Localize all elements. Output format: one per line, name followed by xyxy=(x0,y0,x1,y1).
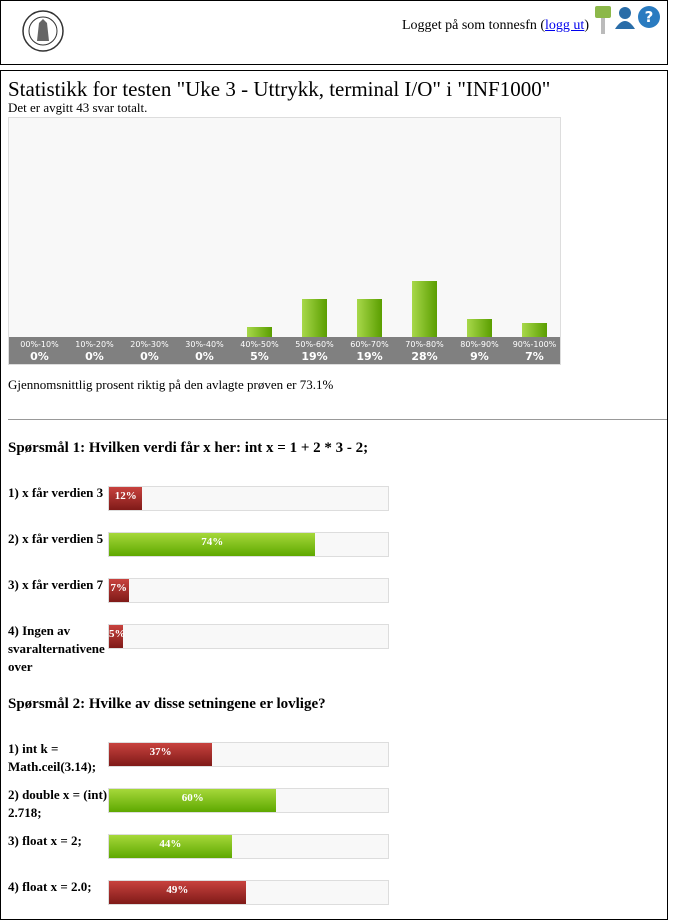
histogram: 00%-10% 0% 10%-20% 0% 20%-30% 0% 30%-40% 0% 40%-… xyxy=(8,117,561,365)
result-track: 44% xyxy=(108,834,389,859)
option-label: 3) x får verdien 7 xyxy=(8,577,104,592)
option-row: 3) float x = 2; 44% xyxy=(8,832,660,878)
result-track: 74% xyxy=(108,532,389,557)
bin-label: 90%-100% xyxy=(512,340,557,349)
logo xyxy=(22,10,64,52)
result-bar: 44% xyxy=(109,835,232,858)
content: Statistikk for testen "Uke 3 - Uttrykk, … xyxy=(0,70,668,920)
bin-column: 70%-80% 28% xyxy=(397,337,452,364)
bin-label: 60%-70% xyxy=(350,340,389,349)
divider xyxy=(8,419,667,420)
svg-text:?: ? xyxy=(645,8,654,26)
bin-percent: 0% xyxy=(85,350,104,363)
bin-column: 60%-70% 19% xyxy=(342,337,397,364)
bin-column: 00%-10% 0% xyxy=(12,337,67,364)
result-percent: 60% xyxy=(181,792,204,804)
bin-percent: 5% xyxy=(250,350,269,363)
option-label: 1) int k = Math.ceil(3.14); xyxy=(8,741,97,774)
bin-label: 00%-10% xyxy=(20,340,59,349)
result-track: 7% xyxy=(108,578,389,603)
result-track: 49% xyxy=(108,880,389,905)
question-title: Spørsmål 2: Hvilke av disse setningene e… xyxy=(8,696,326,712)
result-percent: 74% xyxy=(201,536,224,548)
result-percent: 37% xyxy=(149,746,172,758)
option-label: 2) x får verdien 5 xyxy=(8,531,104,546)
result-percent: 12% xyxy=(114,490,137,502)
result-bar: 7% xyxy=(109,579,129,602)
histogram-bar xyxy=(412,281,437,337)
result-percent: 7% xyxy=(110,582,128,594)
result-bar: 49% xyxy=(109,881,246,904)
option-row: 3) x får verdien 7 7% xyxy=(8,576,660,622)
result-track: 5% xyxy=(108,624,389,649)
result-track: 37% xyxy=(108,742,389,767)
bin-column: 90%-100% 7% xyxy=(507,337,562,364)
login-text: ) xyxy=(584,18,589,33)
result-bar: 12% xyxy=(109,487,143,510)
bin-percent: 19% xyxy=(301,350,328,363)
bin-percent: 19% xyxy=(356,350,383,363)
option-label: 1) x får verdien 3 xyxy=(8,485,104,500)
header: Logget på som tonnesfn (logg ut) ? xyxy=(0,0,668,65)
bin-percent: 7% xyxy=(525,350,544,363)
question-title: Spørsmål 1: Hvilken verdi får x her: int… xyxy=(8,440,369,456)
bin-column: 20%-30% 0% xyxy=(122,337,177,364)
histogram-bar xyxy=(302,299,327,337)
page-title: Statistikk for testen "Uke 3 - Uttrykk, … xyxy=(8,77,551,101)
bin-percent: 0% xyxy=(195,350,214,363)
option-row: 1) int k = Math.ceil(3.14); 37% xyxy=(8,740,660,786)
result-percent: 44% xyxy=(159,838,182,850)
bin-label: 80%-90% xyxy=(460,340,499,349)
result-bar: 37% xyxy=(109,743,213,766)
bin-column: 50%-60% 19% xyxy=(287,337,342,364)
option-row: 4) Ingen av svaralternativene over 5% xyxy=(8,622,660,676)
option-label: 3) float x = 2; xyxy=(8,833,82,848)
logout-link[interactable]: logg ut xyxy=(545,18,585,33)
histogram-bar xyxy=(467,319,492,337)
bin-label: 70%-80% xyxy=(405,340,444,349)
bin-column: 40%-50% 5% xyxy=(232,337,287,364)
result-track: 12% xyxy=(108,486,389,511)
result-bar: 5% xyxy=(109,625,126,648)
result-percent: 49% xyxy=(166,884,189,896)
result-bar: 60% xyxy=(109,789,277,812)
option-label: 4) Ingen av svaralternativene over xyxy=(8,623,105,674)
toolbar-icons: ? xyxy=(595,6,660,34)
bin-label: 30%-40% xyxy=(185,340,224,349)
bin-percent: 0% xyxy=(140,350,159,363)
histogram-bar xyxy=(247,327,272,337)
bin-label: 40%-50% xyxy=(240,340,279,349)
result-track: 60% xyxy=(108,788,389,813)
user-icon[interactable] xyxy=(615,7,635,29)
bin-label: 10%-20% xyxy=(75,340,114,349)
questions: Spørsmål 1: Hvilken verdi får x her: int… xyxy=(8,440,660,924)
bin-percent: 0% xyxy=(30,350,49,363)
bin-label: 50%-60% xyxy=(295,340,334,349)
label-strip xyxy=(9,337,560,364)
option-row: 1) x får verdien 3 12% xyxy=(8,484,660,530)
result-bar: 74% xyxy=(109,533,316,556)
histogram-bar xyxy=(357,299,382,337)
histogram-bar xyxy=(522,323,547,337)
summary: Det er avgitt 43 svar totalt. xyxy=(8,100,148,115)
bin-label: 20%-30% xyxy=(130,340,169,349)
option-label: 2) double x = (int) 2.718; xyxy=(8,787,108,820)
bin-percent: 28% xyxy=(411,350,438,363)
login-text: Logget på som tonnesfn ( xyxy=(401,18,546,33)
bin-column: 30%-40% 0% xyxy=(177,337,232,364)
login-status: Logget på som tonnesfn (logg ut) xyxy=(402,18,589,34)
option-row: 2) x får verdien 5 74% xyxy=(8,530,660,576)
result-percent: 5% xyxy=(109,628,126,640)
bin-percent: 9% xyxy=(470,350,489,363)
help-icon[interactable]: ? xyxy=(638,6,660,28)
bin-column: 80%-90% 9% xyxy=(452,337,507,364)
average: Gjennomsnittlig prosent riktig på den av… xyxy=(8,377,334,392)
bin-column: 10%-20% 0% xyxy=(67,337,122,364)
option-label: 4) float x = 2.0; xyxy=(8,879,92,894)
key-icon[interactable] xyxy=(595,6,611,34)
option-row: 2) double x = (int) 2.718; 60% xyxy=(8,786,660,832)
option-row: 4) float x = 2.0; 49% xyxy=(8,878,660,924)
